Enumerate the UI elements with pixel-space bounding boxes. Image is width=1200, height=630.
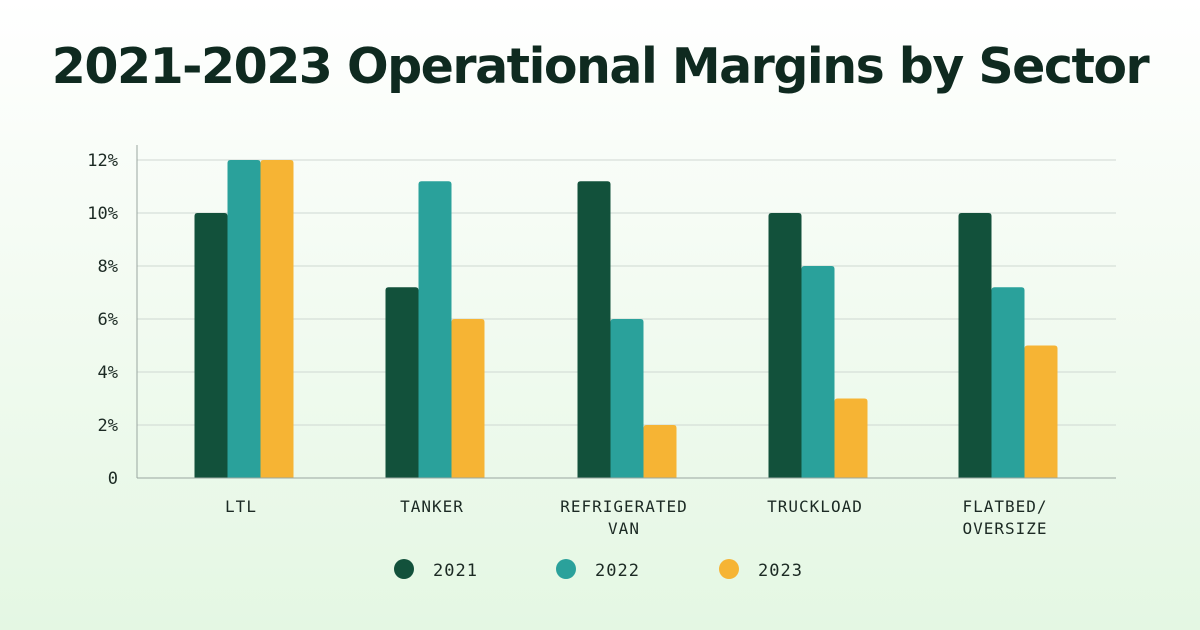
bar-2023-4: [1024, 345, 1058, 478]
bar-2021-2: [577, 181, 611, 478]
bar-2021-0: [194, 213, 228, 478]
legend-swatch-2023: [719, 559, 739, 579]
bar-2023-0: [260, 160, 294, 478]
bar-2023-1: [451, 319, 485, 478]
y-tick-label-4: 4%: [98, 363, 118, 383]
bar-2023-3: [834, 398, 868, 478]
y-tick-label-0: 0: [108, 469, 118, 489]
legend-swatch-2021: [394, 559, 414, 579]
legend-label-2021: 2021: [433, 561, 478, 581]
category-label-3: TRUCKLOAD: [767, 497, 863, 516]
legend-label-2023: 2023: [758, 561, 803, 581]
y-tick-label-12: 12%: [87, 151, 118, 171]
y-tick-label-2: 2%: [98, 416, 118, 436]
category-labels: LTL TANKER REFRIGERATED VAN TRUCKLOAD FLATBED…: [225, 497, 1047, 538]
category-label-4: FLATBED/OVERSIZE: [962, 497, 1047, 538]
legend-item-2021: 2021: [394, 559, 478, 581]
bars: [194, 160, 1058, 478]
legend-item-2023: 2023: [719, 559, 803, 581]
bar-2021-3: [768, 213, 802, 478]
y-tick-labels: 0 2% 4% 6% 8% 10% 12%: [87, 151, 118, 489]
bar-2022-4: [991, 287, 1025, 478]
bar-2021-4: [958, 213, 992, 478]
legend: 2021 2022 2023: [394, 559, 803, 581]
bar-2023-2: [643, 425, 677, 478]
y-tick-label-10: 10%: [87, 204, 118, 224]
category-label-0: LTL: [225, 497, 257, 516]
chart-title: 2021-2023 Operational Margins by Sector: [51, 38, 1150, 95]
y-tick-label-6: 6%: [98, 310, 118, 330]
category-label-2: REFRIGERATED VAN: [560, 497, 688, 538]
category-label-1: TANKER: [400, 497, 464, 516]
bar-2022-2: [610, 319, 644, 478]
legend-swatch-2022: [556, 559, 576, 579]
bar-2022-0: [227, 160, 261, 478]
legend-item-2022: 2022: [556, 559, 640, 581]
bar-2021-1: [385, 287, 419, 478]
bar-2022-3: [801, 266, 835, 478]
y-tick-label-8: 8%: [98, 257, 118, 277]
bar-2022-1: [418, 181, 452, 478]
axes: [136, 145, 1116, 479]
legend-label-2022: 2022: [595, 561, 640, 581]
